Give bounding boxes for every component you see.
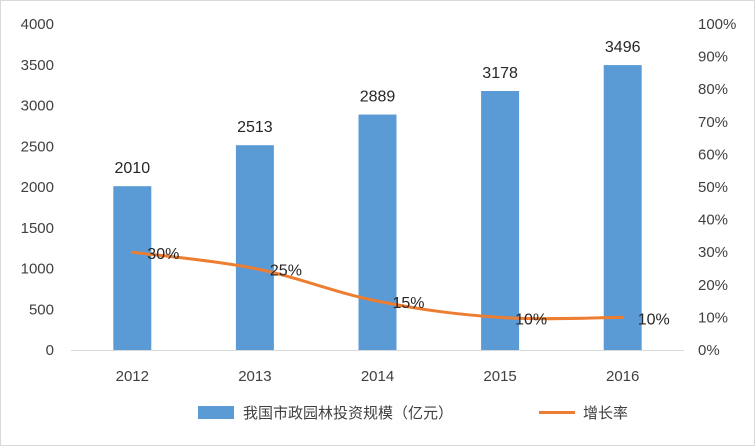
bar-value-label: 2889 xyxy=(360,89,396,106)
line-value-label: 30% xyxy=(147,246,179,263)
left-axis-tick-label: 0 xyxy=(46,342,54,359)
left-axis-tick-label: 2000 xyxy=(21,179,54,196)
left-axis-tick-label: 3000 xyxy=(21,98,54,115)
x-axis-tick-label: 2016 xyxy=(606,368,639,385)
growth-rate-line xyxy=(130,250,625,321)
right-axis-tick-label: 100% xyxy=(698,16,736,33)
left-axis-tick-label: 500 xyxy=(29,301,54,318)
right-axis-tick-label: 40% xyxy=(698,212,728,229)
left-axis-tick-label: 4000 xyxy=(21,16,54,33)
legend-bar-swatch xyxy=(198,406,234,419)
x-axis: 2012 2013 2014 2015 2016 xyxy=(71,350,684,385)
right-axis-tick-label: 30% xyxy=(698,244,728,261)
right-axis-tick-label: 90% xyxy=(698,49,728,66)
left-axis-tick-label: 1500 xyxy=(21,220,54,237)
right-axis-tick-label: 60% xyxy=(698,146,728,163)
right-axis-tick-label: 10% xyxy=(698,309,728,326)
bar-value-label: 3178 xyxy=(482,65,518,82)
bar xyxy=(113,186,152,350)
left-y-axis: 0 500 1000 1500 2000 2500 3000 3500 4000 xyxy=(21,16,54,359)
right-axis-tick-label: 0% xyxy=(698,342,720,359)
legend-line-label: 增长率 xyxy=(583,405,628,422)
bar xyxy=(481,90,520,351)
right-axis-tick-label: 50% xyxy=(698,179,728,196)
bar-value-label: 3496 xyxy=(605,39,641,56)
x-axis-tick-label: 2014 xyxy=(361,368,394,385)
right-y-axis: 0% 10% 20% 30% 40% 50% 60% 70% 80% 90% 100% xyxy=(698,16,736,359)
legend: 我国市政园林投资规模（亿元） 增长率 xyxy=(198,405,628,422)
left-axis-tick-label: 1000 xyxy=(21,261,54,278)
right-axis-tick-label: 80% xyxy=(698,81,728,98)
line-value-label: 15% xyxy=(393,295,425,312)
bar xyxy=(235,145,274,350)
left-axis-tick-label: 3500 xyxy=(21,57,54,74)
bar-value-label: 2010 xyxy=(115,160,151,177)
left-axis-tick-label: 2500 xyxy=(21,138,54,155)
x-axis-tick-label: 2012 xyxy=(116,368,149,385)
legend-bar-label: 我国市政园林投资规模（亿元） xyxy=(243,405,453,422)
right-axis-tick-label: 20% xyxy=(698,277,728,294)
bar xyxy=(358,114,397,350)
line-value-label: 10% xyxy=(515,311,547,328)
x-axis-tick-label: 2013 xyxy=(238,368,271,385)
line-series: 30% 25% 15% 10% 10% xyxy=(130,246,670,328)
bar-value-label: 2513 xyxy=(237,119,273,136)
line-value-label: 10% xyxy=(638,311,670,328)
line-value-label: 25% xyxy=(270,263,302,280)
right-axis-tick-label: 70% xyxy=(698,114,728,131)
x-axis-tick-label: 2015 xyxy=(483,368,516,385)
bar xyxy=(603,65,642,351)
bar-series: 2010 2513 2889 3178 3496 xyxy=(113,39,642,351)
